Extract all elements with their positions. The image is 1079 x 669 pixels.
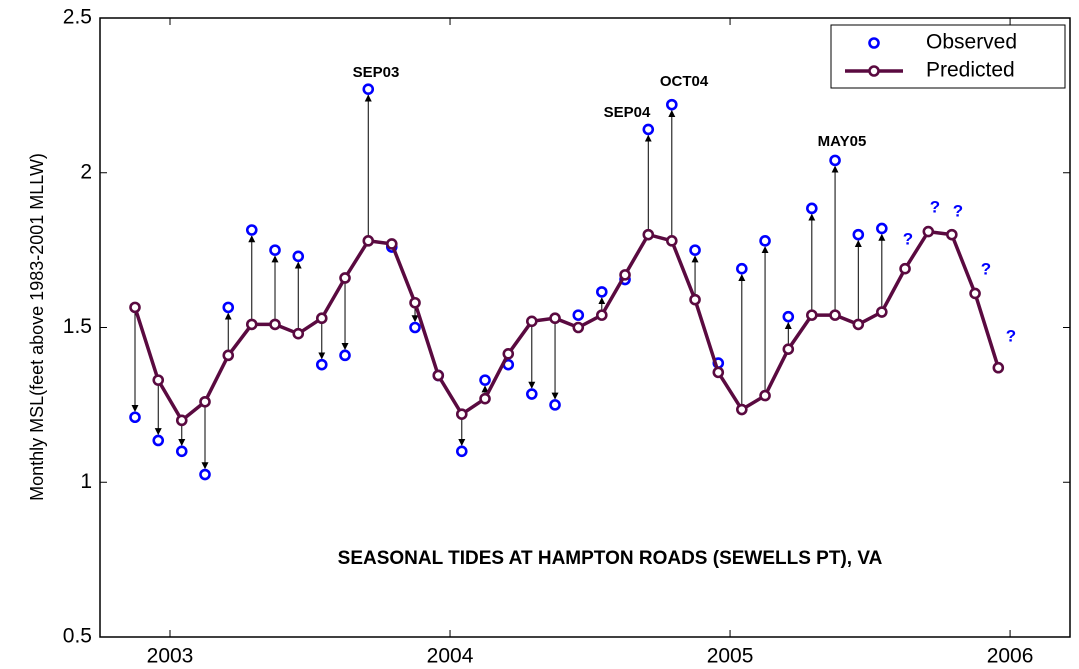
data-point: [199, 468, 211, 481]
data-point: [596, 309, 608, 321]
data-point: [339, 349, 351, 362]
y-tick-label: 1: [80, 470, 92, 493]
data-point: [829, 154, 841, 167]
data-point: [572, 309, 585, 321]
data-point: [502, 348, 515, 360]
data-point: [269, 318, 281, 331]
legend-marker: [868, 65, 880, 77]
data-point: [759, 389, 771, 402]
plot-frame: [99, 17, 1071, 638]
data-point: [479, 392, 491, 405]
data-point: [992, 361, 1005, 374]
data-point: [736, 403, 748, 416]
data-point: [969, 287, 981, 300]
data-point: [292, 250, 305, 263]
data-point: [245, 224, 258, 236]
data-point: [385, 238, 398, 250]
data-point: [292, 327, 305, 340]
annotation: SEP03: [353, 64, 400, 81]
annotation: MAY05: [818, 133, 867, 150]
data-point: [876, 222, 888, 235]
y-tick-label: 0.5: [63, 625, 92, 648]
data-point: [432, 369, 445, 382]
data-point: [759, 235, 771, 247]
annotation: ?: [981, 259, 991, 278]
data-point: [666, 98, 678, 111]
data-point: [689, 244, 701, 256]
data-point: [152, 434, 165, 447]
data-point: [712, 366, 725, 379]
legend-marker: [868, 37, 880, 49]
x-tick-label: 2005: [707, 645, 754, 668]
data-point: [782, 343, 795, 355]
data-point: [152, 374, 165, 386]
data-point: [339, 272, 351, 284]
data-point: [806, 202, 818, 215]
data-point: [596, 286, 608, 298]
data-point: [549, 312, 561, 325]
x-tick-label: 2006: [987, 645, 1034, 668]
data-point: [806, 309, 818, 321]
data-point: [362, 83, 375, 95]
data-point: [199, 395, 211, 408]
data-point: [876, 306, 888, 318]
data-point: [455, 408, 468, 420]
data-point: [315, 358, 328, 371]
legend-label: Observed: [926, 31, 1017, 54]
data-point: [642, 228, 655, 241]
data-point: [572, 321, 585, 334]
annotation: ?: [903, 229, 913, 248]
data-point: [455, 445, 468, 458]
data-point: [852, 228, 865, 241]
y-axis-label: Monthly MSL(feet above 1983-2001 MLLW): [27, 153, 47, 501]
data-point: [245, 318, 258, 331]
x-tick-label: 2004: [427, 645, 474, 668]
series-line: [133, 229, 1000, 424]
data-point: [525, 388, 538, 400]
data-point: [222, 301, 235, 314]
data-point: [409, 296, 421, 309]
data-point: [269, 244, 281, 256]
data-point: [525, 315, 538, 328]
legend-box: [830, 24, 1066, 89]
data-point: [479, 374, 491, 386]
y-tick-label: 1.5: [63, 315, 92, 338]
data-point: [409, 321, 421, 334]
data-point: [689, 293, 701, 306]
data-point: [899, 262, 911, 275]
annotation: SEP04: [604, 104, 651, 121]
y-tick-label: 2: [80, 160, 92, 183]
data-point: [642, 123, 655, 136]
data-point: [782, 310, 795, 323]
data-point: [175, 414, 188, 427]
data-point: [549, 399, 561, 411]
legend-label: Predicted: [926, 59, 1015, 82]
annotation: ?: [930, 197, 940, 216]
data-point: [175, 445, 188, 458]
data-point: [922, 225, 935, 238]
data-point: [129, 301, 141, 314]
data-point: [619, 269, 631, 281]
data-point: [736, 262, 748, 275]
data-point: [666, 235, 678, 247]
data-point: [129, 411, 141, 424]
data-point: [946, 228, 958, 241]
x-tick-label: 2003: [147, 645, 194, 668]
chart-title: SEASONAL TIDES AT HAMPTON ROADS (SEWELLS…: [338, 548, 883, 569]
y-tick-label: 2.5: [63, 6, 92, 29]
annotation: ?: [1006, 326, 1016, 345]
data-point: [315, 312, 328, 325]
data-point: [829, 309, 841, 321]
annotation: ?: [953, 201, 963, 220]
data-point: [362, 235, 375, 247]
data-point: [222, 349, 235, 362]
annotation: OCT04: [660, 73, 709, 90]
data-point: [852, 318, 865, 331]
